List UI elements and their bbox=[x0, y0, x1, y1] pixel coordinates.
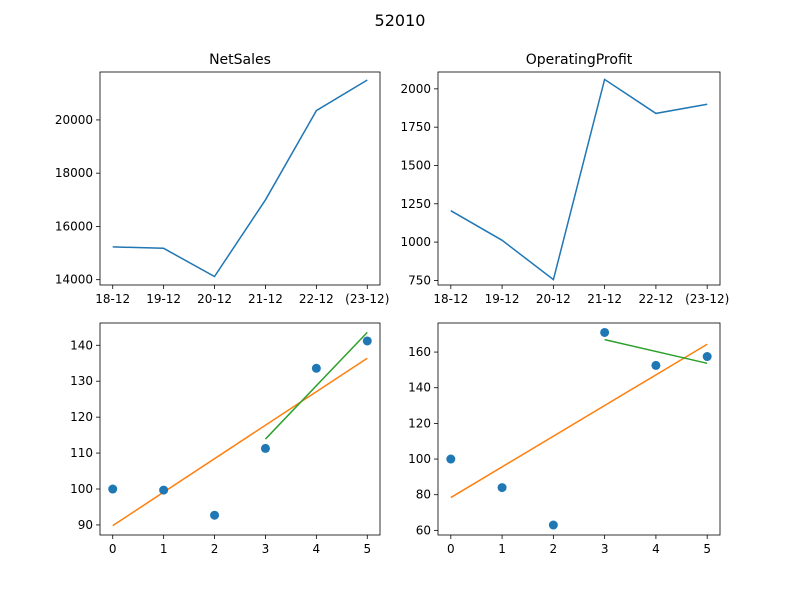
scatter-point bbox=[108, 484, 118, 494]
y-tick-label: 120 bbox=[70, 410, 93, 424]
trend-line-recent bbox=[264, 331, 368, 440]
figure-title: 52010 bbox=[375, 11, 426, 30]
scatter-point bbox=[702, 352, 712, 362]
plot-frame bbox=[99, 71, 381, 286]
y-tick-label: 60 bbox=[416, 523, 431, 537]
y-tick-label: 2000 bbox=[400, 82, 431, 96]
x-tick-label: 4 bbox=[313, 542, 321, 556]
y-tick-label: 140 bbox=[408, 381, 431, 395]
y-tick-label: 1000 bbox=[400, 235, 431, 249]
y-tick-label: 750 bbox=[408, 273, 431, 287]
x-tick-label: 5 bbox=[703, 542, 711, 556]
x-tick-label: 21-12 bbox=[248, 292, 283, 306]
x-tick-label: (23-12) bbox=[345, 292, 389, 306]
y-tick-label: 16000 bbox=[55, 219, 93, 233]
x-tick-label: 2 bbox=[550, 542, 558, 556]
scatter-point bbox=[600, 327, 610, 337]
scatter-point bbox=[497, 483, 507, 493]
y-tick-label: 160 bbox=[408, 345, 431, 359]
trend-line-full bbox=[450, 343, 708, 499]
x-tick-label: 18-12 bbox=[433, 292, 468, 306]
x-tick-label: 3 bbox=[262, 542, 270, 556]
x-tick-label: 5 bbox=[363, 542, 371, 556]
scatter-point bbox=[362, 336, 372, 346]
x-tick-label: 22-12 bbox=[299, 292, 334, 306]
y-tick-label: 18000 bbox=[55, 166, 93, 180]
trend-line-full bbox=[112, 357, 368, 527]
y-tick-label: 130 bbox=[70, 374, 93, 388]
series-line bbox=[450, 78, 708, 281]
x-tick-label: 1 bbox=[160, 542, 168, 556]
scatter-point bbox=[548, 520, 558, 530]
x-tick-label: 21-12 bbox=[587, 292, 622, 306]
plot-frame bbox=[437, 71, 721, 286]
x-tick-label: 19-12 bbox=[485, 292, 520, 306]
y-tick-label: 140 bbox=[70, 338, 93, 352]
y-tick-label: 90 bbox=[78, 518, 93, 532]
x-tick-label: 20-12 bbox=[536, 292, 571, 306]
x-tick-label: 1 bbox=[498, 542, 506, 556]
x-tick-label: (23-12) bbox=[685, 292, 729, 306]
x-tick-label: 0 bbox=[109, 542, 117, 556]
y-tick-label: 100 bbox=[408, 452, 431, 466]
chart-title: OperatingProfit bbox=[526, 52, 633, 68]
scatter-point bbox=[311, 363, 321, 373]
x-tick-label: 19-12 bbox=[146, 292, 181, 306]
chart-title: NetSales bbox=[209, 52, 271, 68]
scatter-point bbox=[159, 485, 169, 495]
x-tick-label: 3 bbox=[601, 542, 609, 556]
y-tick-label: 1750 bbox=[400, 120, 431, 134]
chart-panel-2: OperatingProfit 750 1000 1250 1500 1750 2000 18… bbox=[400, 52, 729, 306]
chart-panel-3: 90 100 110 120 130 140 0 1 2 3 4 5 bbox=[70, 322, 381, 556]
scatter-point bbox=[651, 360, 661, 370]
y-tick-label: 20000 bbox=[55, 113, 93, 127]
plot-frame bbox=[437, 322, 721, 536]
scatter-point bbox=[210, 510, 220, 520]
y-tick-label: 120 bbox=[408, 416, 431, 430]
x-tick-label: 2 bbox=[211, 542, 219, 556]
scatter-point bbox=[446, 454, 456, 464]
y-tick-label: 1500 bbox=[400, 158, 431, 172]
y-tick-label: 1250 bbox=[400, 197, 431, 211]
y-tick-label: 14000 bbox=[55, 273, 93, 287]
y-tick-label: 100 bbox=[70, 482, 93, 496]
plot-frame bbox=[99, 322, 381, 536]
series-line bbox=[112, 79, 368, 278]
trend-line-recent bbox=[604, 338, 708, 365]
scatter-point bbox=[260, 443, 270, 453]
x-tick-label: 0 bbox=[447, 542, 455, 556]
chart-panel-1: NetSales 14000 16000 18000 20000 18-12 19-12 20… bbox=[55, 52, 390, 306]
chart-panel-4: 60 80 100 120 140 160 0 1 2 3 4 5 bbox=[408, 322, 721, 556]
x-tick-label: 22-12 bbox=[638, 292, 673, 306]
x-tick-label: 18-12 bbox=[95, 292, 130, 306]
x-tick-label: 4 bbox=[652, 542, 660, 556]
x-tick-label: 20-12 bbox=[197, 292, 232, 306]
y-tick-label: 80 bbox=[416, 488, 431, 502]
y-tick-label: 110 bbox=[70, 446, 93, 460]
